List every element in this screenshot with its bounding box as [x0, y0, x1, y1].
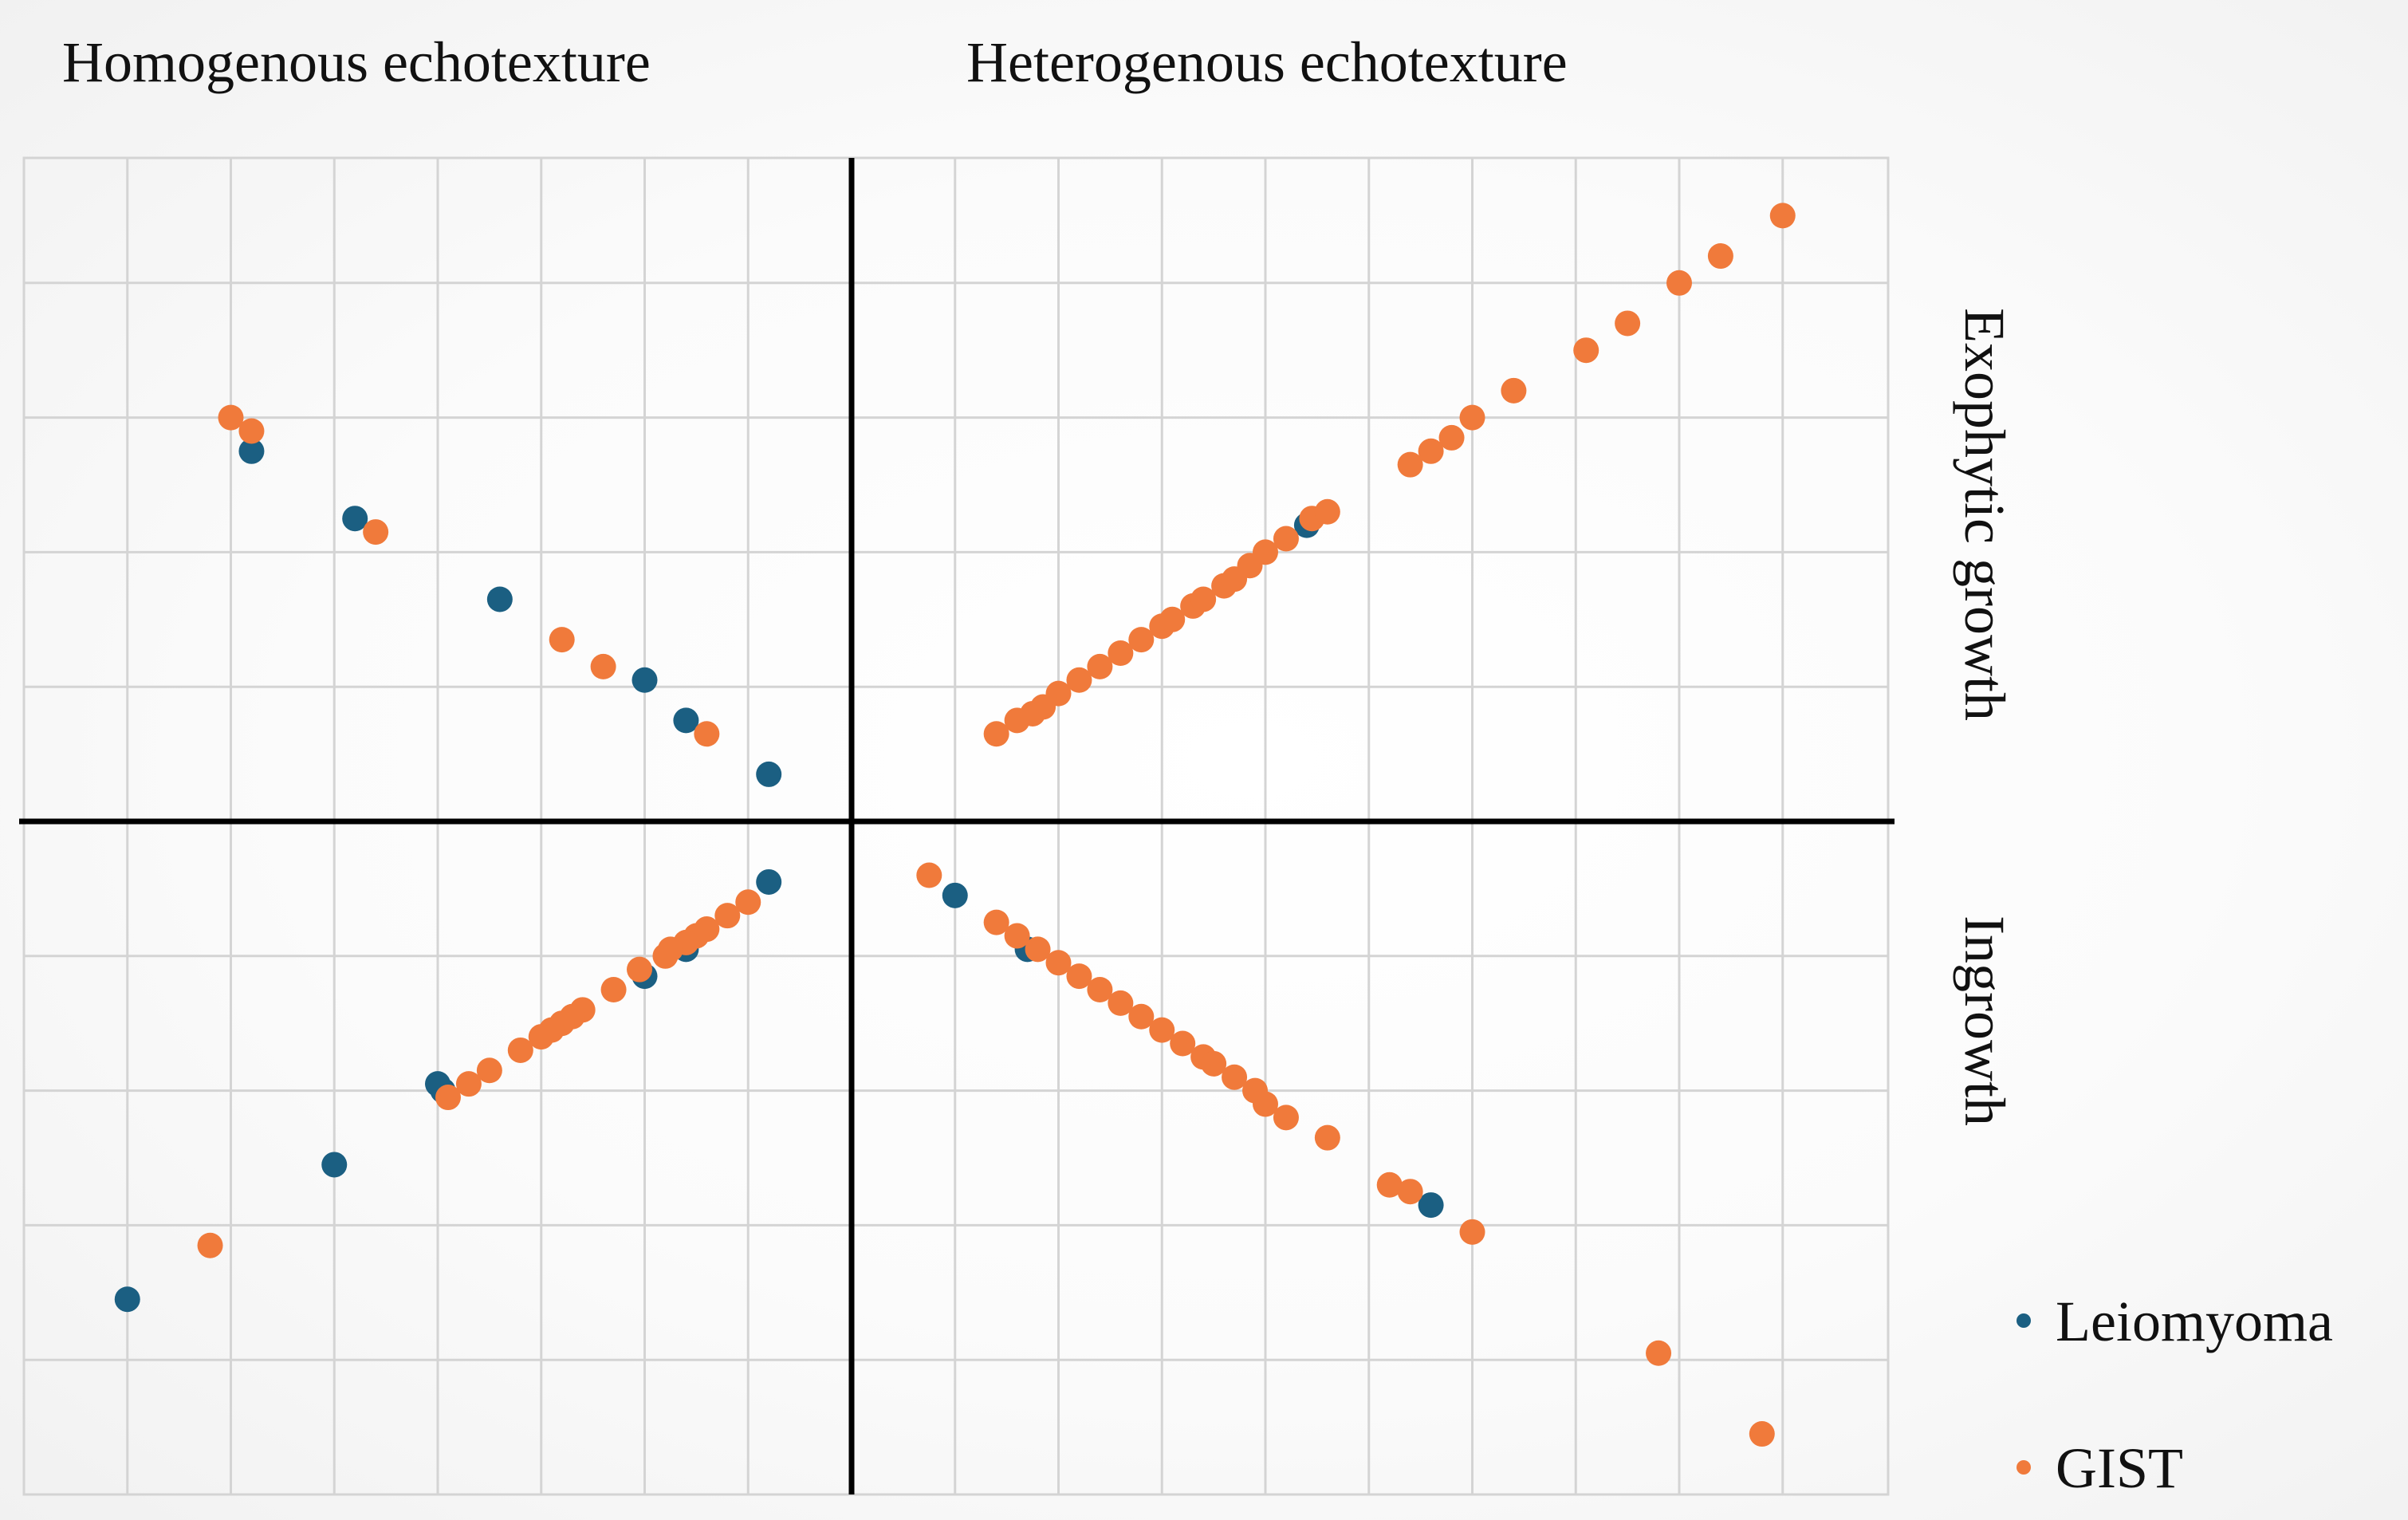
legend: Leiomyoma GIST: [2017, 1290, 2333, 1500]
data-point-gist: [1045, 680, 1072, 707]
label-heterogenous: Heterogenous echotexture: [966, 30, 1568, 94]
data-point-gist: [983, 909, 1009, 935]
data-point-gist: [1222, 1064, 1248, 1090]
data-point-gist: [1438, 424, 1465, 451]
data-point-leiomyoma: [114, 1286, 140, 1313]
data-point-leiomyoma: [942, 882, 968, 908]
data-point-leiomyoma: [342, 506, 368, 532]
data-point-leiomyoma: [756, 868, 782, 895]
data-point-gist: [363, 519, 389, 545]
data-point-gist: [1314, 498, 1340, 525]
data-point-gist: [507, 1037, 533, 1063]
points-layer: [114, 203, 1796, 1447]
data-point-gist: [238, 418, 265, 444]
label-homogenous: Homogenous echotexture: [62, 30, 651, 94]
data-point-gist: [1501, 377, 1527, 404]
data-point-gist: [916, 862, 942, 888]
data-point-gist: [1573, 337, 1599, 364]
label-ingrowth: Ingrowth: [1953, 916, 2017, 1126]
data-point-gist: [455, 1071, 482, 1097]
data-point-leiomyoma: [486, 586, 513, 612]
data-point-gist: [1459, 1219, 1485, 1245]
data-point-gist: [1615, 310, 1641, 337]
legend-marker-gist: [2017, 1460, 2031, 1475]
data-point-gist: [1159, 606, 1186, 632]
data-point-gist: [1087, 653, 1113, 679]
data-point-gist: [1418, 438, 1444, 464]
data-point-gist: [1273, 526, 1299, 552]
data-point-gist: [694, 721, 720, 747]
data-point-gist: [1397, 451, 1423, 478]
data-point-gist: [1066, 667, 1092, 693]
data-point-gist: [1201, 1050, 1227, 1077]
label-exophytic-growth: Exophytic growth: [1953, 308, 2017, 721]
data-point-leiomyoma: [632, 667, 658, 693]
data-point-gist: [1170, 1030, 1196, 1057]
data-point-gist: [435, 1085, 461, 1111]
data-point-gist: [1108, 640, 1134, 666]
data-point-gist: [1273, 1105, 1299, 1131]
data-point-gist: [1128, 1003, 1155, 1030]
legend-label-gist: GIST: [2056, 1436, 2183, 1500]
legend-label-leiomyoma: Leiomyoma: [2056, 1290, 2333, 1353]
data-point-gist: [1666, 270, 1692, 296]
data-point-gist: [1707, 243, 1733, 270]
data-point-gist: [735, 889, 761, 916]
data-point-gist: [714, 903, 741, 929]
data-point-gist: [1108, 990, 1134, 1016]
data-point-gist: [1045, 950, 1072, 976]
data-point-gist: [1004, 923, 1030, 949]
data-point-gist: [590, 653, 616, 679]
data-point-gist: [600, 977, 627, 1002]
data-point-gist: [1253, 539, 1278, 565]
data-point-gist: [1646, 1340, 1672, 1366]
data-point-gist: [1376, 1172, 1403, 1198]
data-point-gist: [1459, 404, 1485, 431]
data-point-gist: [476, 1057, 502, 1084]
data-point-gist: [627, 956, 653, 982]
data-point-gist: [1128, 627, 1155, 653]
data-point-gist: [1314, 1124, 1340, 1151]
data-point-leiomyoma: [238, 438, 265, 464]
data-point-gist: [1397, 1179, 1423, 1205]
data-point-gist: [1087, 977, 1113, 1002]
data-point-gist: [197, 1232, 223, 1258]
data-point-leiomyoma: [1418, 1192, 1444, 1219]
data-point-gist: [1769, 203, 1796, 229]
data-point-gist: [983, 721, 1009, 747]
data-point-gist: [1066, 963, 1092, 990]
data-point-leiomyoma: [321, 1152, 348, 1178]
axes-layer: [19, 158, 1895, 1494]
grid-layer: [22, 156, 1890, 1496]
data-point-gist: [218, 404, 244, 431]
data-point-gist: [1190, 586, 1217, 612]
data-point-gist: [1749, 1421, 1775, 1447]
data-point-gist: [549, 627, 575, 653]
data-point-gist: [1253, 1091, 1278, 1117]
data-point-gist: [1025, 936, 1051, 963]
legend-marker-leiomyoma: [2017, 1313, 2031, 1328]
data-point-leiomyoma: [756, 761, 782, 787]
data-point-leiomyoma: [673, 707, 699, 734]
data-point-gist: [528, 1024, 554, 1050]
data-point-gist: [1149, 1017, 1175, 1043]
data-point-gist: [652, 943, 679, 969]
